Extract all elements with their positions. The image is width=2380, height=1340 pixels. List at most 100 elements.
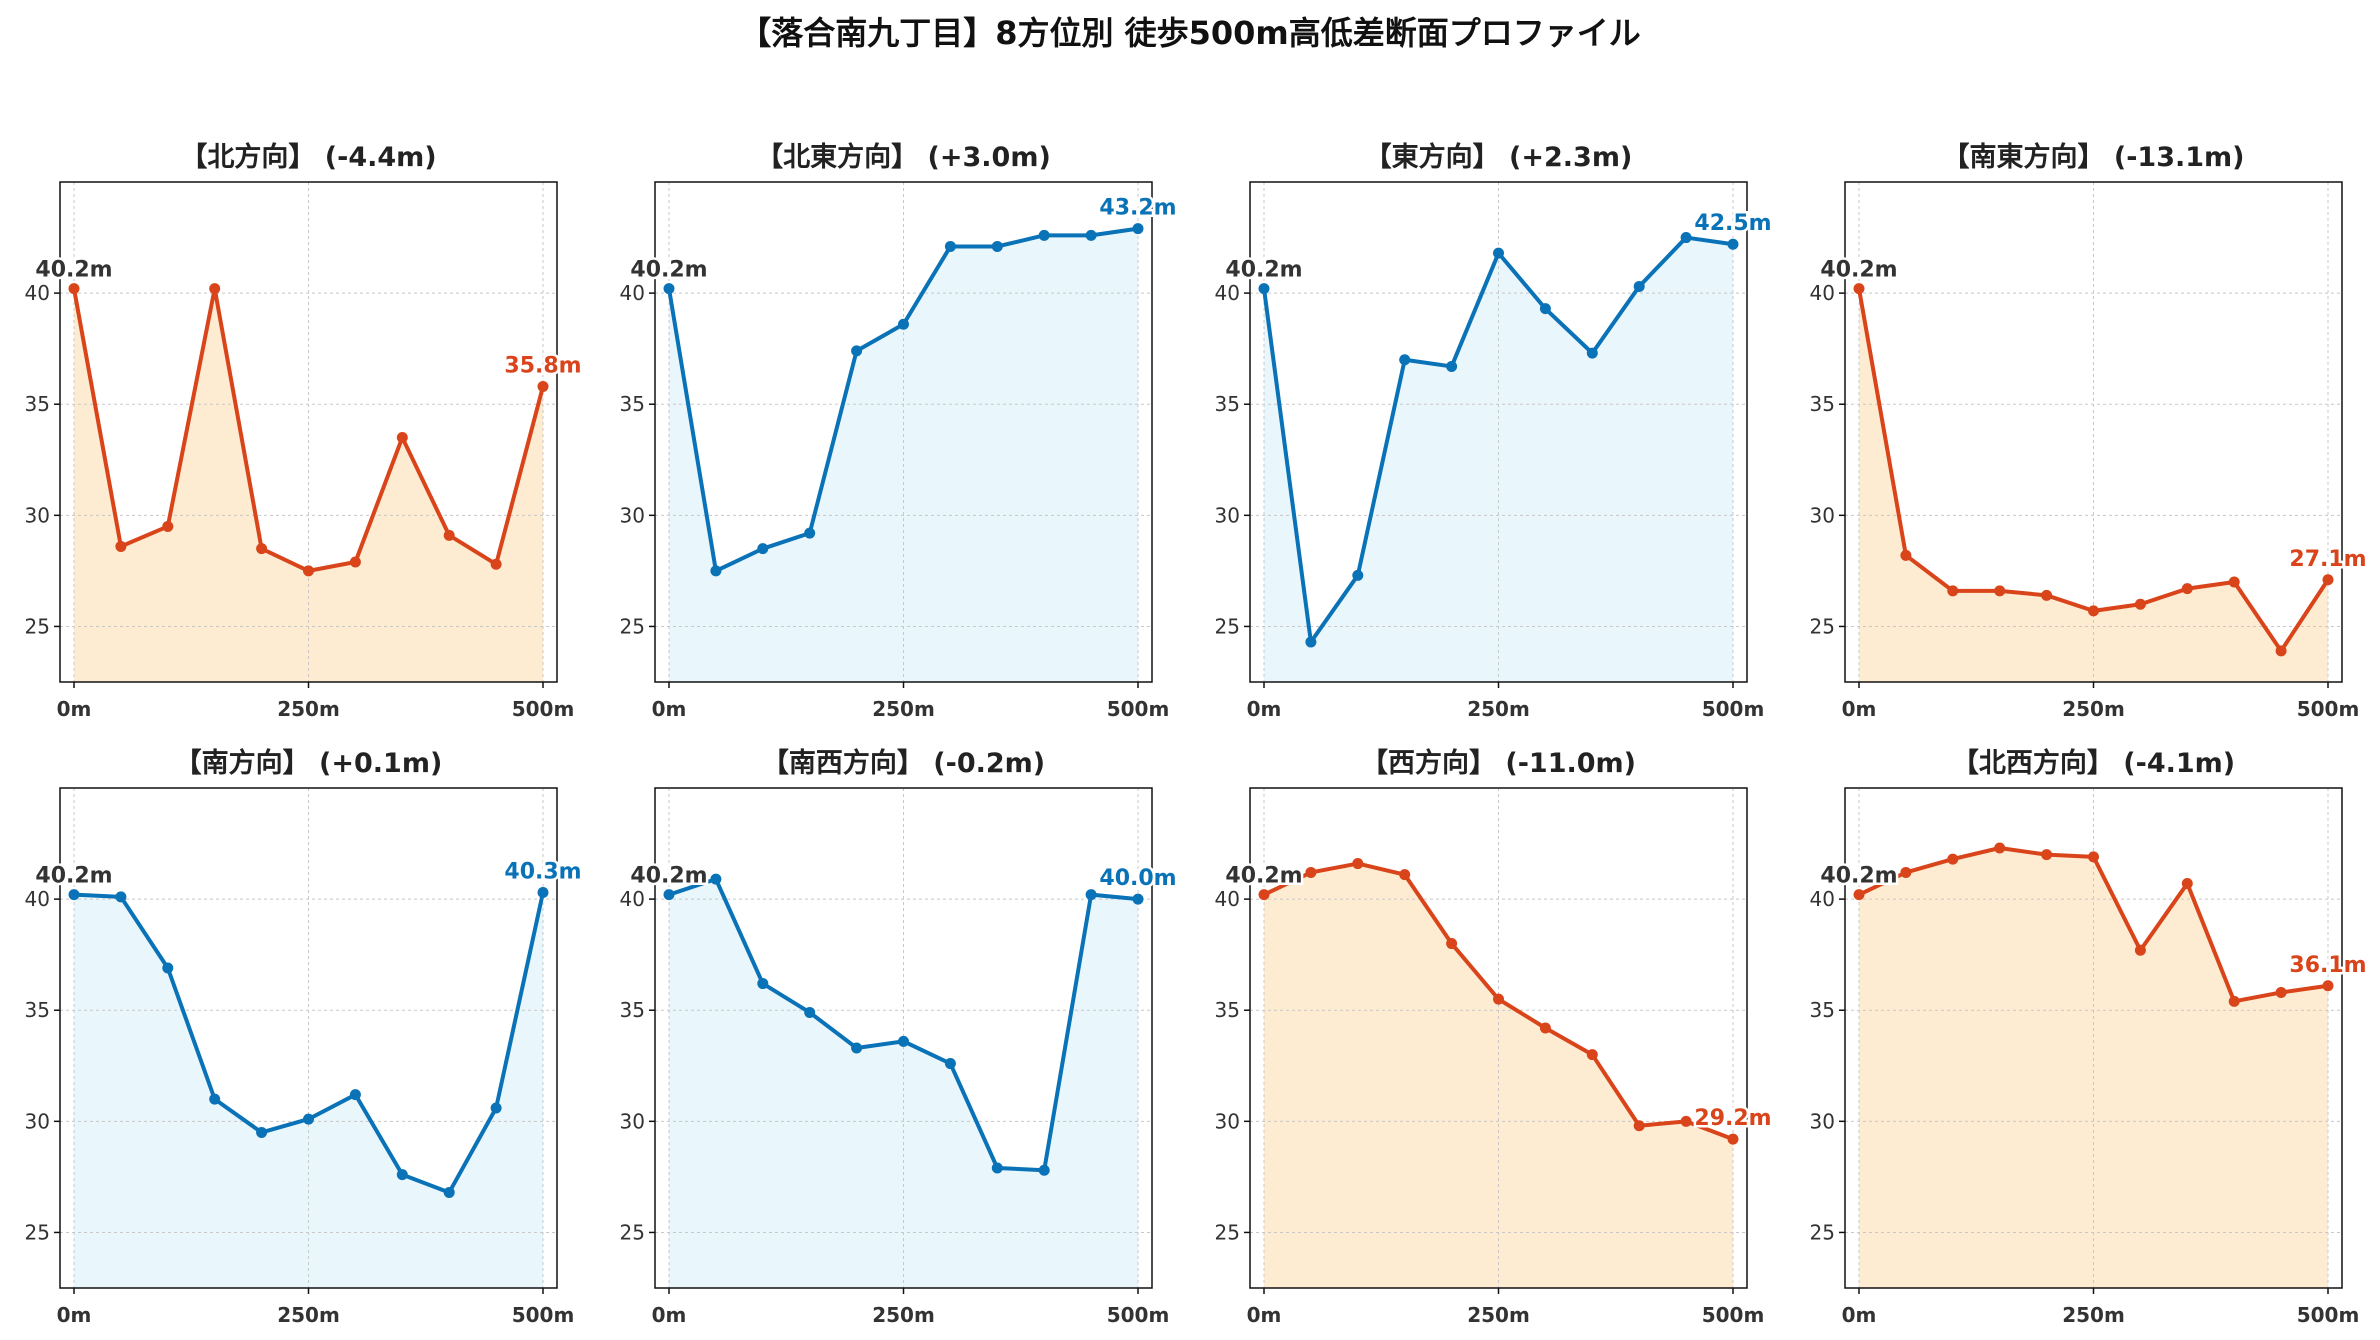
- y-tick-label: 35: [1215, 392, 1240, 416]
- data-point: [1446, 360, 1458, 372]
- data-point: [663, 889, 675, 901]
- panel-title: 【南方向】 (+0.1m): [175, 747, 443, 779]
- y-tick-label: 40: [620, 281, 645, 305]
- data-point: [396, 432, 408, 444]
- data-point: [115, 540, 127, 552]
- data-point: [256, 1126, 268, 1138]
- end-elevation-label: 43.2m: [1099, 196, 1176, 221]
- data-point: [1352, 858, 1364, 870]
- data-point: [2275, 986, 2287, 998]
- start-elevation-label: 40.2m: [1225, 864, 1302, 889]
- x-tick-label: 250m: [1467, 1303, 1530, 1327]
- start-elevation-label: 40.2m: [35, 258, 112, 283]
- panel: 【北方向】 (-4.4m) 25 30 35 40 0m 250m 500m 40.2m 35.8…: [25, 141, 585, 721]
- panel-title: 【東方向】 (+2.3m): [1365, 141, 1633, 173]
- y-tick-label: 35: [1215, 998, 1240, 1022]
- start-elevation-label: 40.2m: [630, 864, 707, 889]
- data-point: [537, 380, 549, 392]
- y-tick-label: 25: [25, 614, 50, 638]
- data-point: [209, 1093, 221, 1105]
- y-tick-label: 25: [620, 1220, 645, 1244]
- y-tick-label: 25: [1215, 1220, 1240, 1244]
- start-elevation-label: 40.2m: [35, 864, 112, 889]
- y-tick-label: 30: [25, 1109, 50, 1133]
- data-point: [1352, 569, 1364, 581]
- data-point: [396, 1169, 408, 1181]
- x-tick-label: 250m: [2062, 1303, 2125, 1327]
- data-point: [1727, 238, 1739, 250]
- data-point: [1680, 232, 1692, 244]
- data-point: [804, 527, 816, 539]
- data-point: [757, 543, 769, 555]
- x-tick-label: 0m: [57, 1303, 92, 1327]
- data-point: [1258, 889, 1270, 901]
- data-point: [1633, 280, 1645, 292]
- end-elevation-label: 29.2m: [1694, 1106, 1771, 1131]
- x-tick-label: 500m: [512, 697, 575, 721]
- data-point: [2181, 878, 2193, 890]
- data-point: [1539, 1022, 1551, 1034]
- y-tick-label: 35: [25, 392, 50, 416]
- data-point: [1132, 223, 1144, 235]
- y-tick-label: 30: [1215, 1109, 1240, 1133]
- data-point: [303, 565, 314, 577]
- panel: 【北西方向】 (-4.1m) 25 30 35 40 0m 250m 500m 40.2m 36.…: [1810, 747, 2370, 1327]
- y-tick-label: 25: [1810, 1220, 1835, 1244]
- data-point: [710, 873, 722, 885]
- y-tick-label: 40: [25, 887, 50, 911]
- data-point: [115, 891, 127, 903]
- x-tick-label: 250m: [872, 1303, 935, 1327]
- x-tick-label: 500m: [512, 1303, 575, 1327]
- y-tick-label: 40: [620, 887, 645, 911]
- y-tick-label: 35: [1810, 998, 1835, 1022]
- x-tick-label: 250m: [872, 697, 935, 721]
- data-point: [1493, 993, 1504, 1005]
- panel-title: 【北方向】 (-4.4m): [180, 141, 436, 173]
- data-point: [1493, 247, 1504, 259]
- data-point: [349, 556, 361, 568]
- data-point: [1399, 354, 1411, 366]
- data-point: [2088, 851, 2099, 863]
- data-point: [1947, 585, 1959, 597]
- end-elevation-label: 42.5m: [1694, 211, 1771, 236]
- data-point: [1446, 938, 1458, 950]
- data-point: [1994, 585, 2006, 597]
- data-point: [1038, 229, 1050, 241]
- data-point: [1085, 889, 1097, 901]
- end-elevation-label: 35.8m: [504, 353, 581, 378]
- y-tick-label: 30: [620, 1109, 645, 1133]
- data-point: [162, 962, 174, 974]
- data-point: [1085, 229, 1097, 241]
- panel-title: 【北東方向】 (+3.0m): [756, 141, 1051, 173]
- data-point: [303, 1113, 314, 1125]
- start-elevation-label: 40.2m: [1820, 864, 1897, 889]
- data-point: [898, 1035, 909, 1047]
- data-point: [1132, 893, 1144, 905]
- data-point: [2322, 980, 2334, 992]
- data-point: [1680, 1115, 1692, 1127]
- y-tick-label: 25: [1215, 614, 1240, 638]
- data-point: [1633, 1120, 1645, 1132]
- data-point: [209, 283, 221, 295]
- y-tick-label: 40: [1215, 887, 1240, 911]
- data-point: [710, 565, 722, 577]
- y-tick-label: 30: [1215, 503, 1240, 527]
- x-tick-label: 500m: [1702, 697, 1765, 721]
- end-elevation-label: 36.1m: [2289, 953, 2366, 978]
- x-tick-label: 250m: [1467, 697, 1530, 721]
- x-tick-label: 250m: [277, 1303, 340, 1327]
- data-point: [537, 886, 549, 898]
- data-point: [1038, 1164, 1050, 1176]
- data-point: [898, 318, 909, 330]
- x-tick-label: 0m: [1842, 697, 1877, 721]
- end-elevation-label: 40.3m: [504, 859, 581, 884]
- panel: 【西方向】 (-11.0m) 25 30 35 40 0m 250m 500m 40.2m 29.…: [1215, 747, 1775, 1327]
- data-point: [1994, 842, 2006, 854]
- data-point: [1900, 866, 1912, 878]
- x-tick-label: 500m: [2297, 697, 2360, 721]
- data-point: [2181, 583, 2193, 595]
- data-point: [2275, 645, 2287, 657]
- panel-title: 【西方向】 (-11.0m): [1361, 747, 1636, 779]
- data-point: [1539, 303, 1551, 315]
